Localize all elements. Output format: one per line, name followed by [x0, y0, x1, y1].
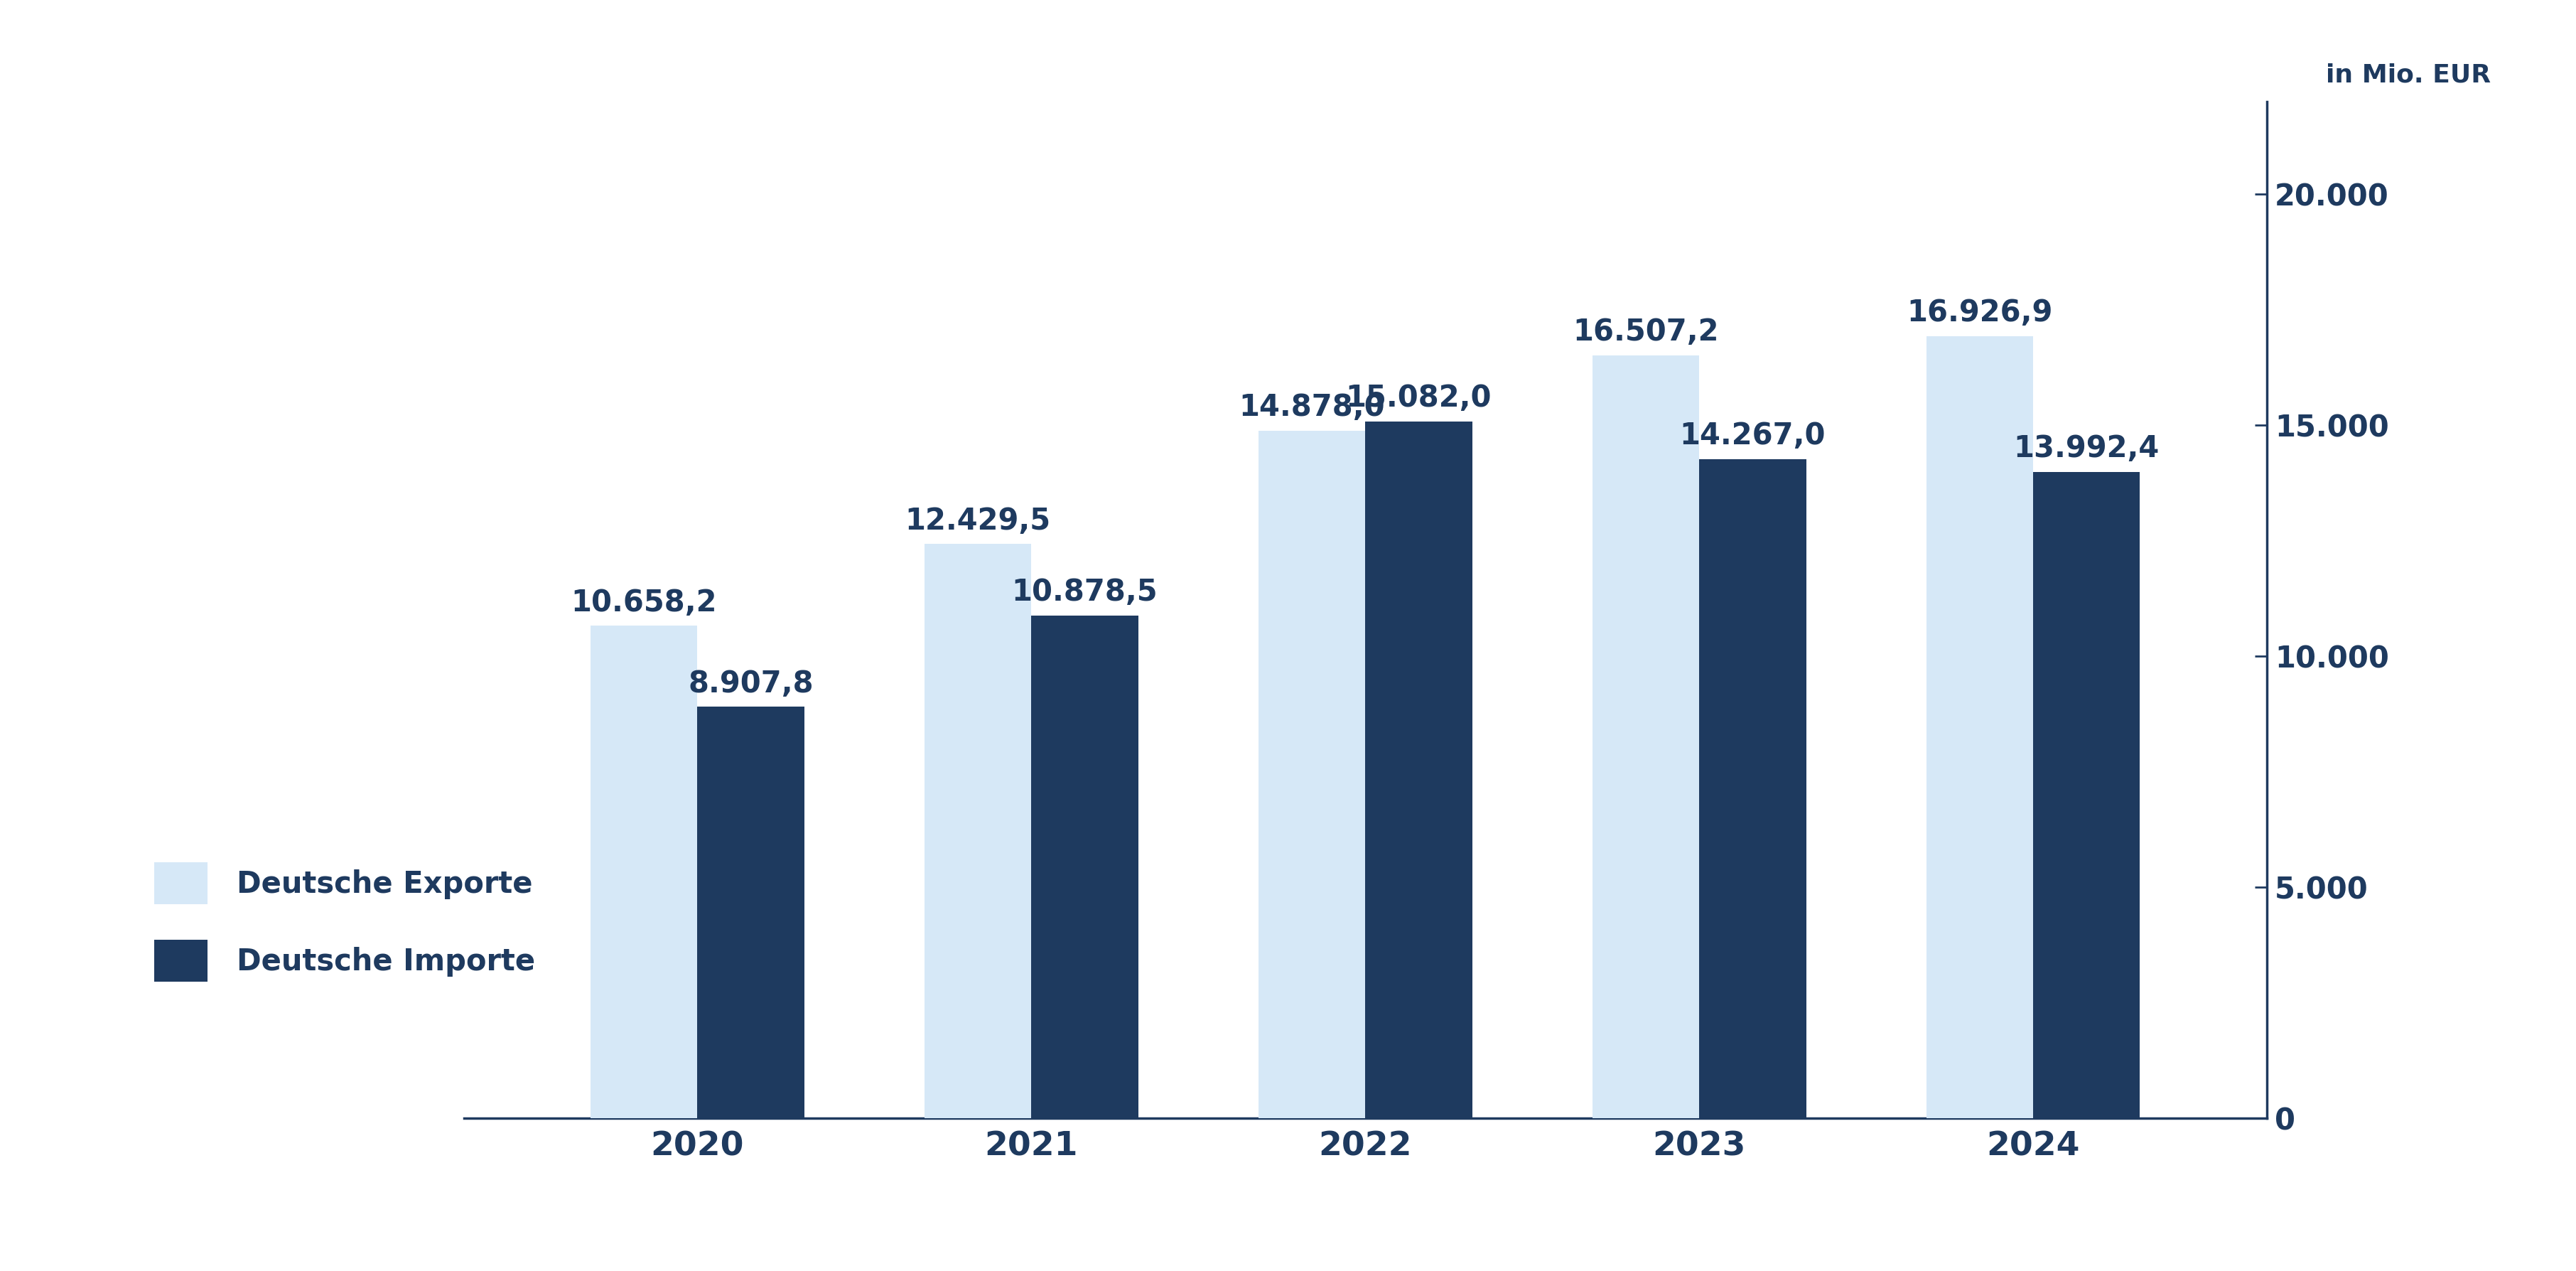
Text: 14.267,0: 14.267,0	[1680, 421, 1826, 451]
Bar	[1592, 356, 1700, 1118]
Text: 16.507,2: 16.507,2	[1574, 318, 1718, 347]
Text: 10.878,5: 10.878,5	[1012, 577, 1157, 608]
Bar	[1260, 431, 1365, 1118]
Bar	[698, 707, 804, 1118]
Bar	[2032, 472, 2141, 1118]
Text: 16.926,9: 16.926,9	[1906, 297, 2053, 328]
Bar	[1927, 336, 2032, 1118]
Text: in Mio. EUR: in Mio. EUR	[2326, 62, 2491, 86]
Bar	[590, 625, 698, 1118]
Text: 10.658,2: 10.658,2	[572, 587, 716, 618]
Bar	[1030, 615, 1139, 1118]
Bar	[1700, 459, 1806, 1118]
Text: 14.878,0: 14.878,0	[1239, 393, 1386, 422]
Text: 8.907,8: 8.907,8	[688, 669, 814, 699]
Text: 12.429,5: 12.429,5	[904, 506, 1051, 535]
Bar	[925, 544, 1030, 1118]
Text: 13.992,4: 13.992,4	[2014, 433, 2159, 464]
Legend: Deutsche Exporte, Deutsche Importe: Deutsche Exporte, Deutsche Importe	[155, 862, 536, 981]
Bar	[1365, 422, 1471, 1118]
Text: 15.082,0: 15.082,0	[1345, 384, 1492, 413]
